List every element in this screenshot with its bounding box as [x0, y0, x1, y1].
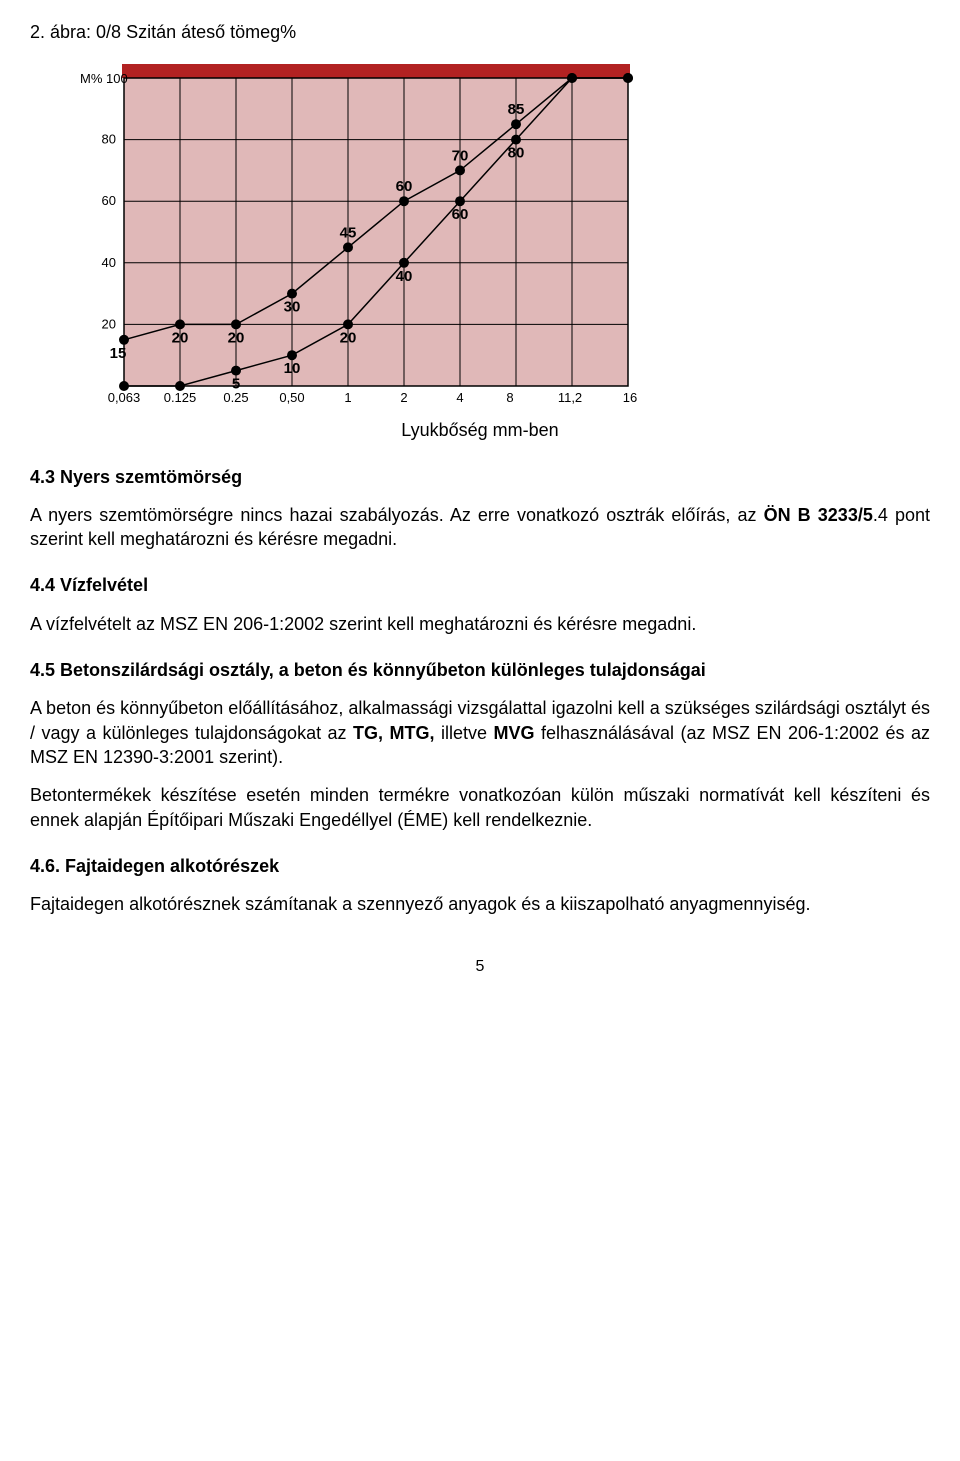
- page-number: 5: [30, 956, 930, 978]
- svg-text:0,063: 0,063: [108, 390, 141, 405]
- heading-4-4: 4.4 Vízfelvétel: [30, 573, 930, 597]
- svg-text:70: 70: [452, 148, 469, 165]
- heading-4-5: 4.5 Betonszilárdsági osztály, a beton és…: [30, 658, 930, 682]
- svg-text:45: 45: [340, 225, 357, 242]
- para-4-5a: A beton és könnyűbeton előállításához, a…: [30, 696, 930, 769]
- text: A nyers szemtömörségre nincs hazai szabá…: [30, 505, 764, 525]
- svg-text:2: 2: [400, 390, 407, 405]
- svg-text:8: 8: [506, 390, 513, 405]
- text: illetve: [435, 723, 494, 743]
- para-4-4: A vízfelvételt az MSZ EN 206-1:2002 szer…: [30, 612, 930, 636]
- svg-text:85: 85: [508, 101, 525, 118]
- sieve-chart: 20406080M% 1000,0630.1250.250,50124811,2…: [78, 52, 638, 412]
- text-bold: ÖN B 3233/5: [764, 505, 873, 525]
- svg-text:40: 40: [102, 255, 116, 270]
- svg-text:1: 1: [344, 390, 351, 405]
- svg-text:80: 80: [508, 145, 525, 162]
- svg-text:60: 60: [396, 178, 413, 195]
- svg-text:40: 40: [396, 268, 413, 285]
- para-4-6: Fajtaidegen alkotórésznek számítanak a s…: [30, 892, 930, 916]
- svg-text:16: 16: [623, 390, 637, 405]
- heading-4-6: 4.6. Fajtaidegen alkotórészek: [30, 854, 930, 878]
- svg-text:15: 15: [110, 345, 127, 362]
- svg-text:20: 20: [228, 330, 245, 347]
- chart-container: 20406080M% 1000,0630.1250.250,50124811,2…: [78, 52, 930, 412]
- para-4-3: A nyers szemtömörségre nincs hazai szabá…: [30, 503, 930, 552]
- chart-caption: Lyukbőség mm-ben: [30, 418, 930, 442]
- svg-text:10: 10: [284, 360, 301, 377]
- svg-text:20: 20: [340, 330, 357, 347]
- svg-text:0,50: 0,50: [279, 390, 304, 405]
- svg-text:0.125: 0.125: [164, 390, 197, 405]
- svg-text:5: 5: [232, 376, 240, 393]
- svg-text:30: 30: [284, 299, 301, 316]
- svg-text:80: 80: [102, 132, 116, 147]
- figure-title: 2. ábra: 0/8 Szitán áteső tömeg%: [30, 20, 930, 44]
- svg-text:60: 60: [102, 193, 116, 208]
- text-bold: TG, MTG,: [353, 723, 434, 743]
- svg-text:60: 60: [452, 206, 469, 223]
- svg-text:20: 20: [172, 330, 189, 347]
- svg-text:M% 100: M% 100: [80, 71, 128, 86]
- para-4-5b: Betontermékek készítése esetén minden te…: [30, 783, 930, 832]
- text-bold: MVG: [493, 723, 534, 743]
- svg-text:20: 20: [102, 317, 116, 332]
- svg-text:11,2: 11,2: [558, 390, 582, 405]
- svg-text:4: 4: [456, 390, 463, 405]
- heading-4-3: 4.3 Nyers szemtömörség: [30, 465, 930, 489]
